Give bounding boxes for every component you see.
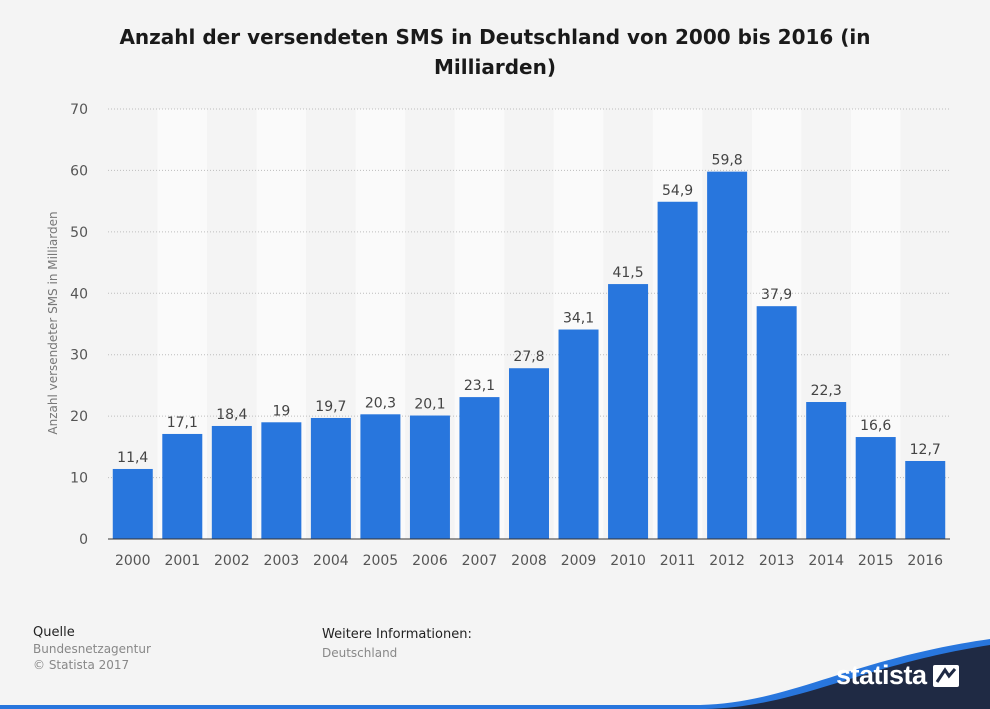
data-label: 17,1 <box>167 415 198 431</box>
bar[interactable] <box>855 437 896 539</box>
bar[interactable] <box>162 433 203 539</box>
bar[interactable] <box>459 397 500 539</box>
info-region: Deutschland <box>322 646 398 660</box>
bar[interactable] <box>509 368 549 539</box>
bar[interactable] <box>261 422 302 539</box>
data-label: 37,9 <box>761 287 792 303</box>
bar-chart: 0 10 20 30 40 50 60 70 Anzahl versendeter SMS i… <box>46 102 950 569</box>
y-tick-label: 40 <box>70 286 88 302</box>
data-label: 23,1 <box>464 378 495 394</box>
bar[interactable] <box>707 171 748 539</box>
x-tick-label: 2015 <box>858 553 894 569</box>
x-tick-label: 2013 <box>759 553 795 569</box>
x-tick-label: 2016 <box>907 553 943 569</box>
statista-logo-icon <box>932 664 959 687</box>
data-label: 11,4 <box>117 450 148 466</box>
data-label: 19,7 <box>315 399 346 415</box>
y-tick-label: 0 <box>79 532 88 548</box>
x-tick-label: 2000 <box>115 553 151 569</box>
data-label: 27,8 <box>513 349 544 365</box>
x-tick-label: 2012 <box>709 553 745 569</box>
bar[interactable] <box>409 415 450 539</box>
info-heading[interactable]: Weitere Informationen: <box>322 627 472 642</box>
data-label: 34,1 <box>563 311 594 327</box>
y-tick-label: 20 <box>70 409 88 425</box>
bar[interactable] <box>360 414 401 539</box>
x-tick-label: 2004 <box>313 553 349 569</box>
x-tick-label: 2001 <box>164 553 200 569</box>
brand-wave <box>0 639 990 709</box>
bar[interactable] <box>310 417 351 539</box>
data-label: 22,3 <box>811 383 842 399</box>
x-tick-label: 2007 <box>462 553 498 569</box>
x-tick-label: 2008 <box>511 553 547 569</box>
bar[interactable] <box>112 468 153 539</box>
y-tick-label: 70 <box>70 102 88 118</box>
bar[interactable] <box>905 460 946 539</box>
data-label: 41,5 <box>612 265 643 281</box>
x-tick-label: 2005 <box>363 553 399 569</box>
x-tick-label: 2011 <box>660 553 696 569</box>
bar[interactable] <box>608 284 649 539</box>
copyright: © Statista 2017 <box>33 658 130 672</box>
data-label: 54,9 <box>662 183 693 199</box>
bar[interactable] <box>211 425 252 539</box>
data-label: 16,6 <box>860 418 891 434</box>
x-tick-label: 2010 <box>610 553 646 569</box>
data-label: 20,3 <box>365 395 396 411</box>
bar[interactable] <box>558 329 599 539</box>
data-label: 18,4 <box>216 407 247 423</box>
y-tick-label: 10 <box>70 471 88 487</box>
statista-logo[interactable]: statista <box>836 660 959 691</box>
x-tick-label: 2009 <box>561 553 597 569</box>
chart-title: Anzahl der versendeten SMS in Deutschlan… <box>119 25 871 79</box>
source-name: Bundesnetzagentur <box>33 642 151 656</box>
data-label: 19 <box>272 403 290 419</box>
brand-name: statista <box>836 660 927 690</box>
y-tick-label: 30 <box>70 348 88 364</box>
bar[interactable] <box>806 402 847 539</box>
y-tick-label: 50 <box>70 225 88 241</box>
data-label: 20,1 <box>414 397 445 413</box>
x-tick-label: 2014 <box>808 553 844 569</box>
y-axis-label: Anzahl versendeter SMS in Milliarden <box>46 211 60 434</box>
source-heading: Quelle <box>33 625 75 640</box>
x-tick-label: 2003 <box>264 553 300 569</box>
bar[interactable] <box>756 306 797 539</box>
data-label: 12,7 <box>910 442 941 458</box>
data-label: 59,8 <box>712 153 743 169</box>
x-tick-label: 2006 <box>412 553 448 569</box>
x-tick-label: 2002 <box>214 553 250 569</box>
y-tick-label: 60 <box>70 163 88 179</box>
bar[interactable] <box>657 201 698 539</box>
